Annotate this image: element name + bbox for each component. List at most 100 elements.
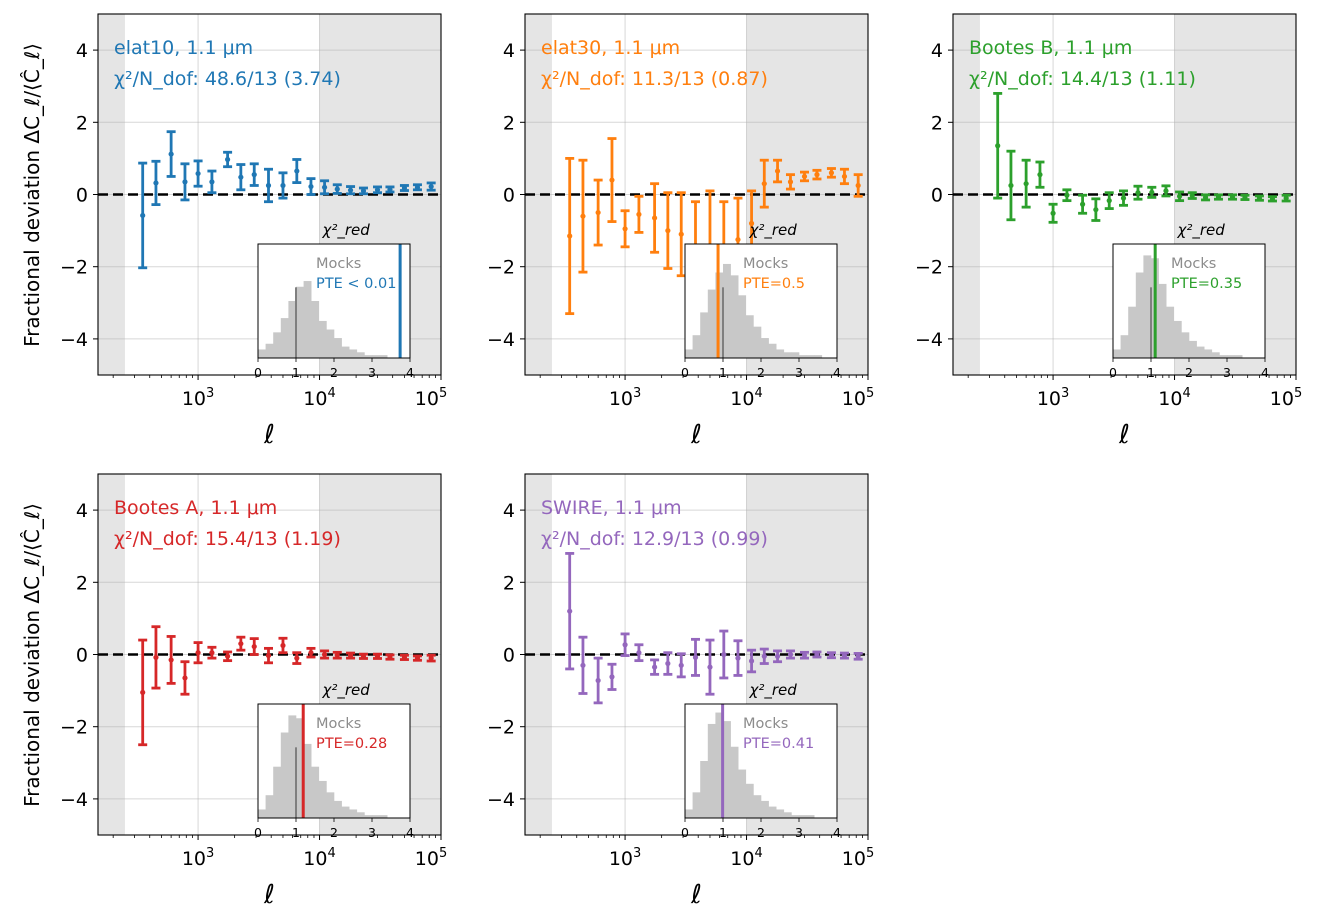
data-marker <box>1037 172 1043 178</box>
mock-hist-bar <box>379 355 388 358</box>
x-tick-label: 104 <box>730 386 762 410</box>
inset-x-tick-label: 4 <box>833 365 841 380</box>
data-point <box>223 650 233 663</box>
y-tick-label: −2 <box>915 257 943 279</box>
inset-chi2-hist: 0 1 2 3 4 χ²_red Mocks PTE < 0.01 <box>254 221 414 380</box>
data-marker <box>238 174 244 180</box>
data-point <box>306 177 316 196</box>
data-point <box>773 649 783 664</box>
data-marker <box>1023 181 1029 187</box>
mock-hist-bar <box>1173 320 1182 358</box>
data-marker <box>1202 194 1209 200</box>
y-tick-label: 2 <box>503 572 515 594</box>
data-point <box>799 650 809 660</box>
mock-hist-bar <box>265 795 274 818</box>
data-point <box>320 649 330 660</box>
data-marker <box>761 181 767 187</box>
inset-mocks-label: Mocks <box>316 716 361 732</box>
mock-hist-bar <box>738 295 747 358</box>
x-tick-label: 103 <box>182 386 214 410</box>
field-label: Bootes B, 1.1 μm <box>969 37 1132 59</box>
inset-x-tick-label: 2 <box>330 825 338 840</box>
data-marker <box>401 654 408 660</box>
data-marker <box>321 651 328 658</box>
x-axis-label: ℓ <box>263 420 275 450</box>
mock-hist-bar <box>776 349 785 358</box>
y-tick-label: 0 <box>76 185 88 207</box>
data-point <box>634 643 644 663</box>
data-point <box>676 191 686 278</box>
data-marker <box>801 173 808 180</box>
data-point <box>663 191 673 270</box>
mock-hist-bar <box>692 335 701 358</box>
data-marker <box>1149 189 1155 195</box>
data-marker <box>814 651 820 658</box>
data-marker <box>334 186 340 192</box>
data-point <box>785 649 795 660</box>
y-tick-label: 4 <box>503 500 515 522</box>
inset-pte-label: PTE=0.41 <box>743 736 814 752</box>
mock-hist-bar <box>1113 349 1121 358</box>
mock-hist-bar <box>768 343 777 358</box>
mock-hist-bar <box>1219 355 1228 358</box>
data-marker <box>294 655 300 661</box>
data-marker <box>761 653 767 659</box>
y-tick-label: −4 <box>487 789 515 811</box>
data-point <box>306 646 316 659</box>
data-point <box>773 158 783 184</box>
data-marker <box>374 653 381 659</box>
data-point <box>166 130 176 178</box>
y-axis-label-bottom: Fractional deviation ΔC_ℓ/⟨Ĉ_ℓ⟩ <box>20 503 44 807</box>
mock-hist-bar <box>1227 355 1235 358</box>
y-axis-label-top: Fractional deviation ΔC_ℓ/⟨Ĉ_ℓ⟩ <box>20 43 44 347</box>
data-marker <box>238 641 244 647</box>
x-tick-label: 103 <box>609 846 641 870</box>
data-marker <box>828 170 835 176</box>
mock-hist-bar <box>318 320 327 358</box>
data-marker <box>748 658 755 664</box>
data-point <box>249 637 259 656</box>
mock-hist-bar <box>296 718 304 818</box>
data-marker <box>721 651 727 658</box>
data-marker <box>251 643 257 650</box>
data-marker <box>168 151 174 157</box>
data-marker <box>153 180 159 186</box>
inset-title: χ²_red <box>322 221 371 240</box>
y-tick-label: 4 <box>76 40 88 62</box>
data-point <box>1254 194 1264 202</box>
data-point <box>1213 193 1223 201</box>
mock-hist-bar <box>723 721 731 818</box>
data-marker <box>280 182 286 189</box>
data-point <box>138 161 148 270</box>
mock-hist-bar <box>723 263 731 358</box>
mock-hist-bar <box>296 286 304 358</box>
data-marker <box>567 233 573 239</box>
data-marker <box>774 168 781 174</box>
chi2-label: χ²/N_dof: 15.4/13 (1.19) <box>114 528 341 550</box>
field-label: SWIRE, 1.1 μm <box>541 497 682 519</box>
inset-x-tick-label: 2 <box>757 825 765 840</box>
mock-hist-bar <box>273 332 282 358</box>
data-marker <box>414 184 421 190</box>
data-point <box>719 629 729 680</box>
mock-hist-bar <box>379 815 388 818</box>
mock-hist-bar <box>1128 306 1137 358</box>
mock-hist-bar <box>280 318 289 358</box>
data-point <box>1187 191 1197 200</box>
data-marker <box>1106 198 1112 204</box>
data-point <box>676 652 686 679</box>
data-marker <box>294 168 300 174</box>
inset-x-tick-label: 0 <box>1109 365 1117 380</box>
data-point <box>372 185 382 195</box>
data-point <box>578 158 588 274</box>
inset-x-tick-label: 4 <box>406 825 414 840</box>
data-point <box>812 650 822 659</box>
inset-x-tick-label: 3 <box>795 825 803 840</box>
data-marker <box>428 655 434 661</box>
data-point <box>705 638 715 696</box>
data-point <box>853 173 863 198</box>
data-marker <box>609 674 615 680</box>
data-point <box>1006 149 1016 222</box>
